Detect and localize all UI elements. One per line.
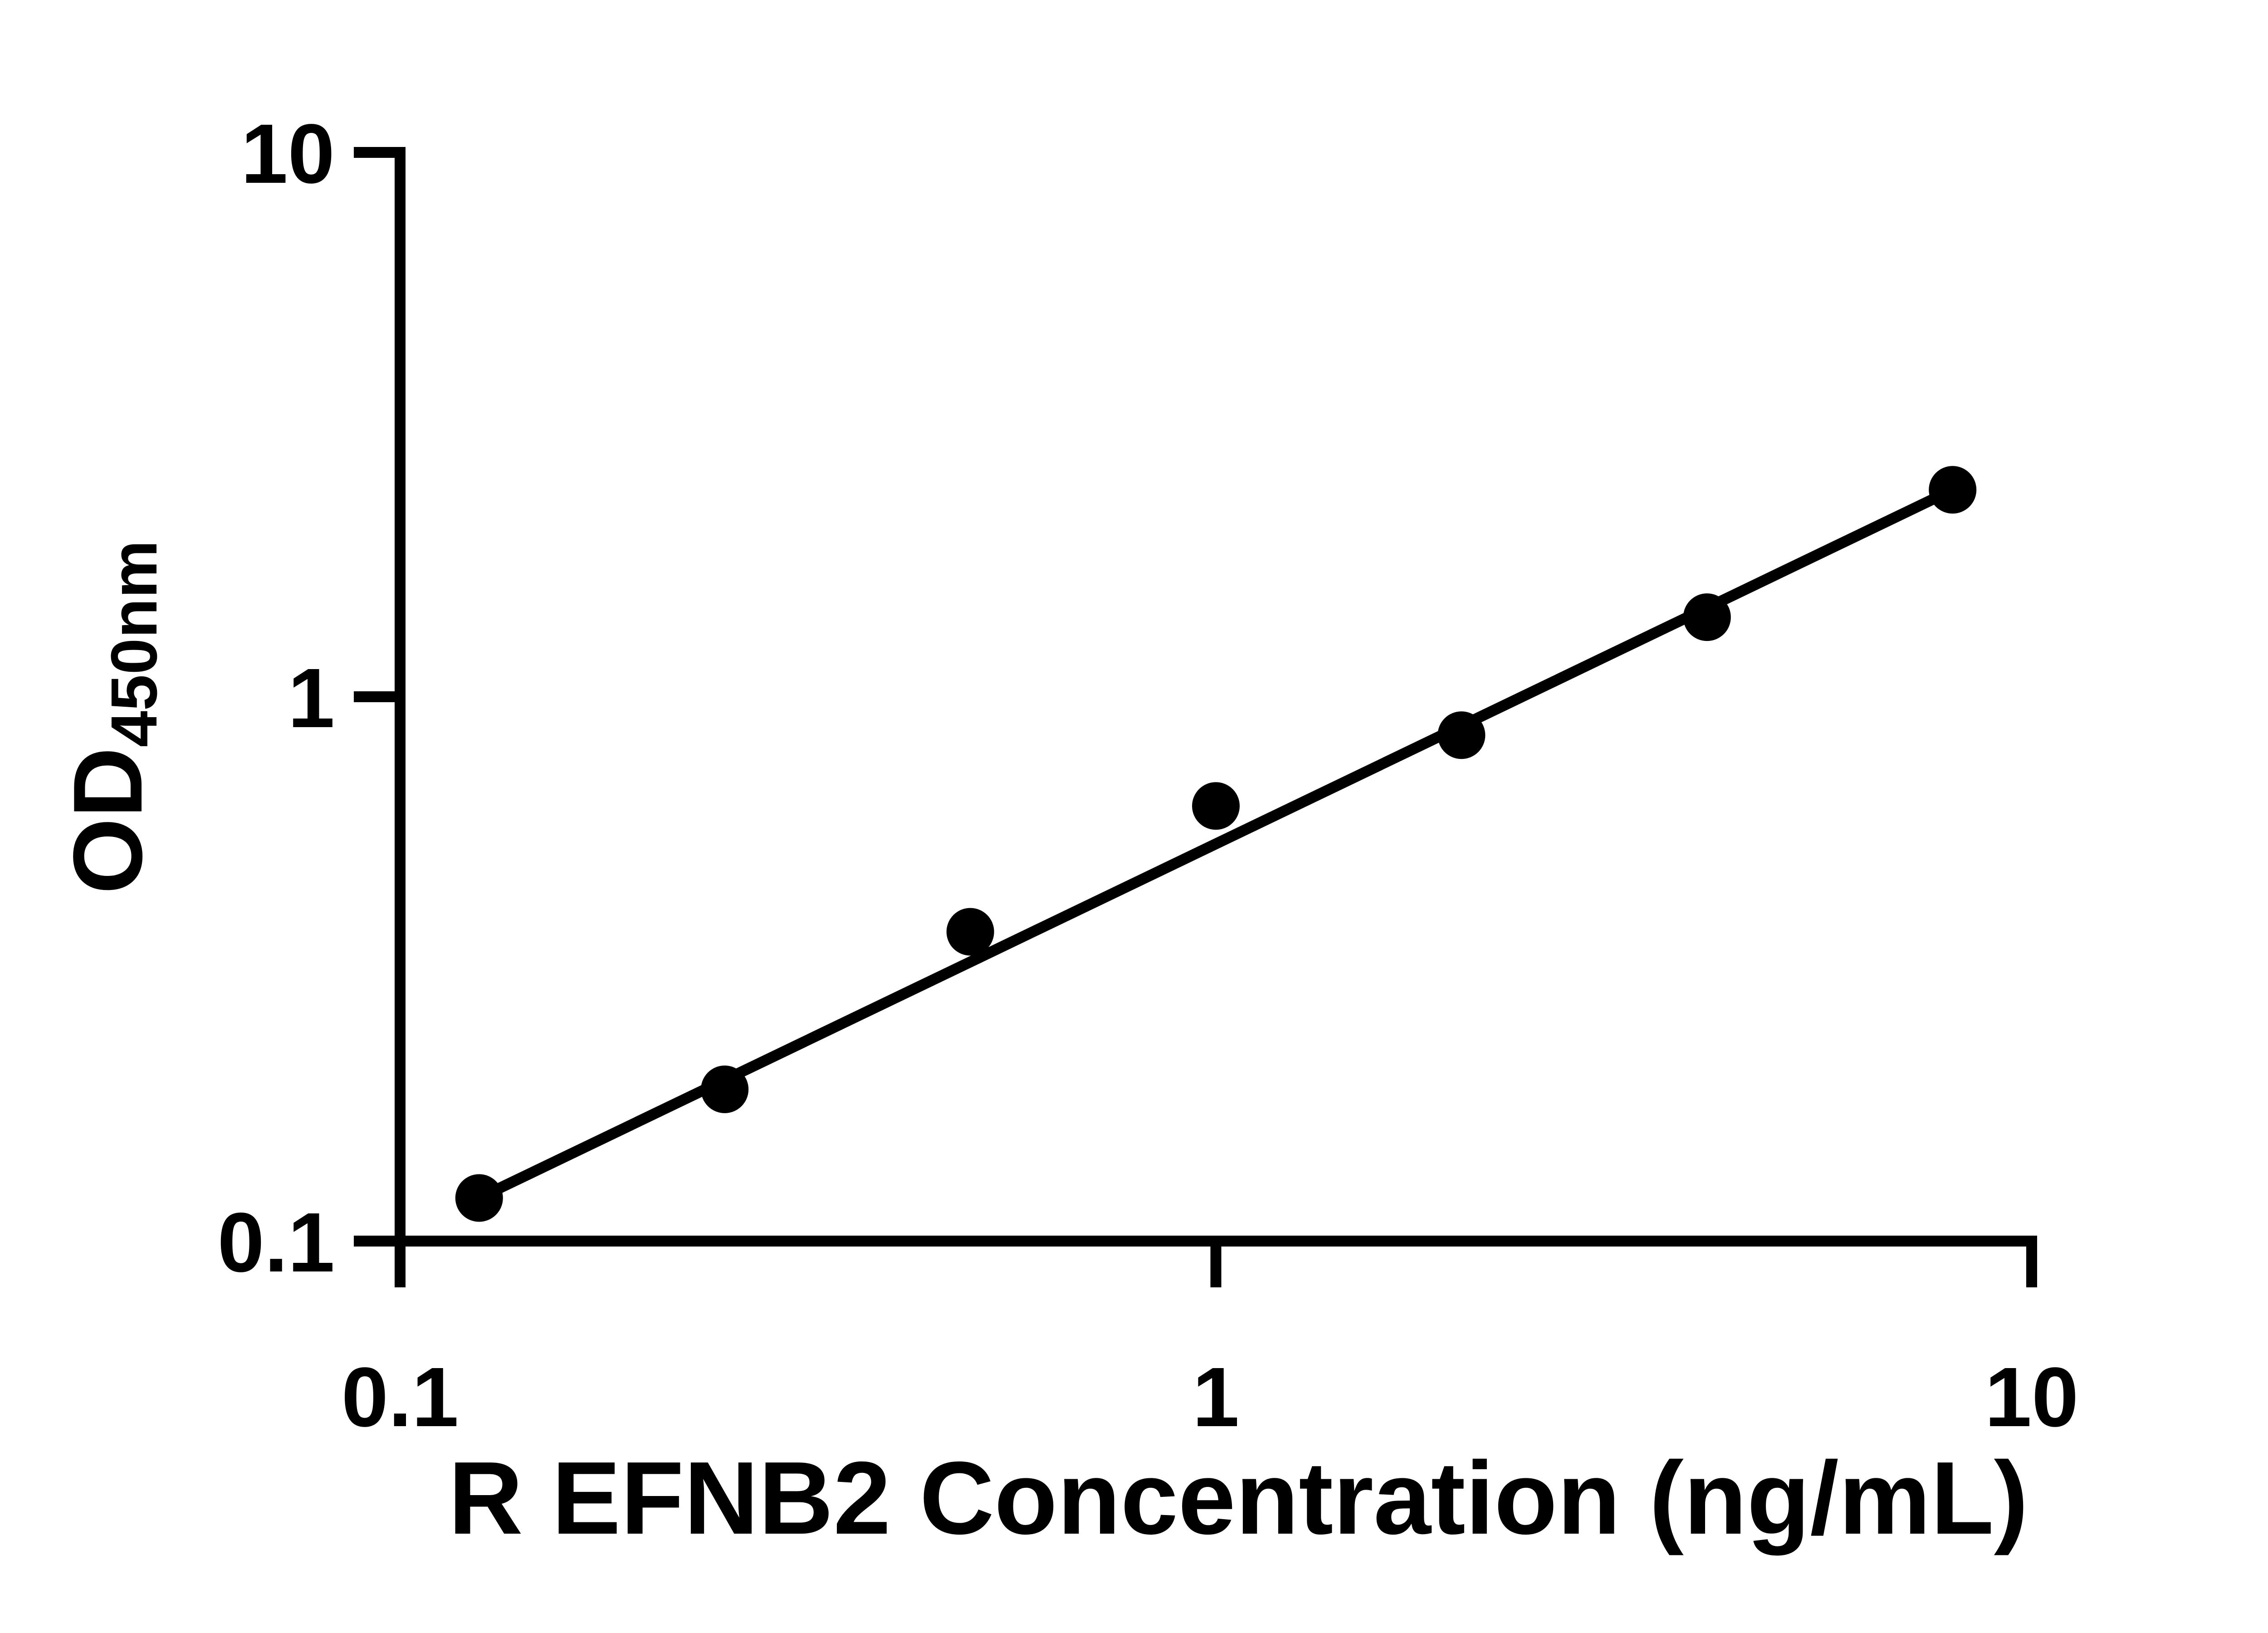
y-axis-title: OD450nm	[54, 540, 171, 894]
data-point-x0.5	[946, 908, 994, 956]
data-point-x2	[1437, 711, 1486, 759]
y-tick-label-1: 1	[288, 651, 335, 745]
data-point-x0.25	[701, 1065, 749, 1113]
x-axis-title-text: R EFNB2 Concentration (ng/mL)	[448, 1441, 2028, 1557]
y-tick-label-0.1: 0.1	[217, 1196, 335, 1290]
data-point-x4	[1683, 593, 1731, 641]
x-axis-title: R EFNB2 Concentration (ng/mL)	[448, 1447, 2028, 1551]
data-point-x1	[1192, 782, 1240, 830]
x-tick-label-0.1: 0.1	[342, 1350, 459, 1444]
y-axis-title-text: OD	[54, 747, 163, 895]
data-point-x8	[1929, 466, 1977, 514]
trend-line	[477, 484, 1955, 1203]
x-tick-label-10: 10	[1985, 1350, 2079, 1444]
x-tick-label-1: 1	[1193, 1350, 1239, 1444]
y-tick-label-10: 10	[241, 107, 335, 201]
data-point-x0.125	[455, 1174, 503, 1222]
y-axis-title-subscript: 450nm	[99, 540, 171, 748]
